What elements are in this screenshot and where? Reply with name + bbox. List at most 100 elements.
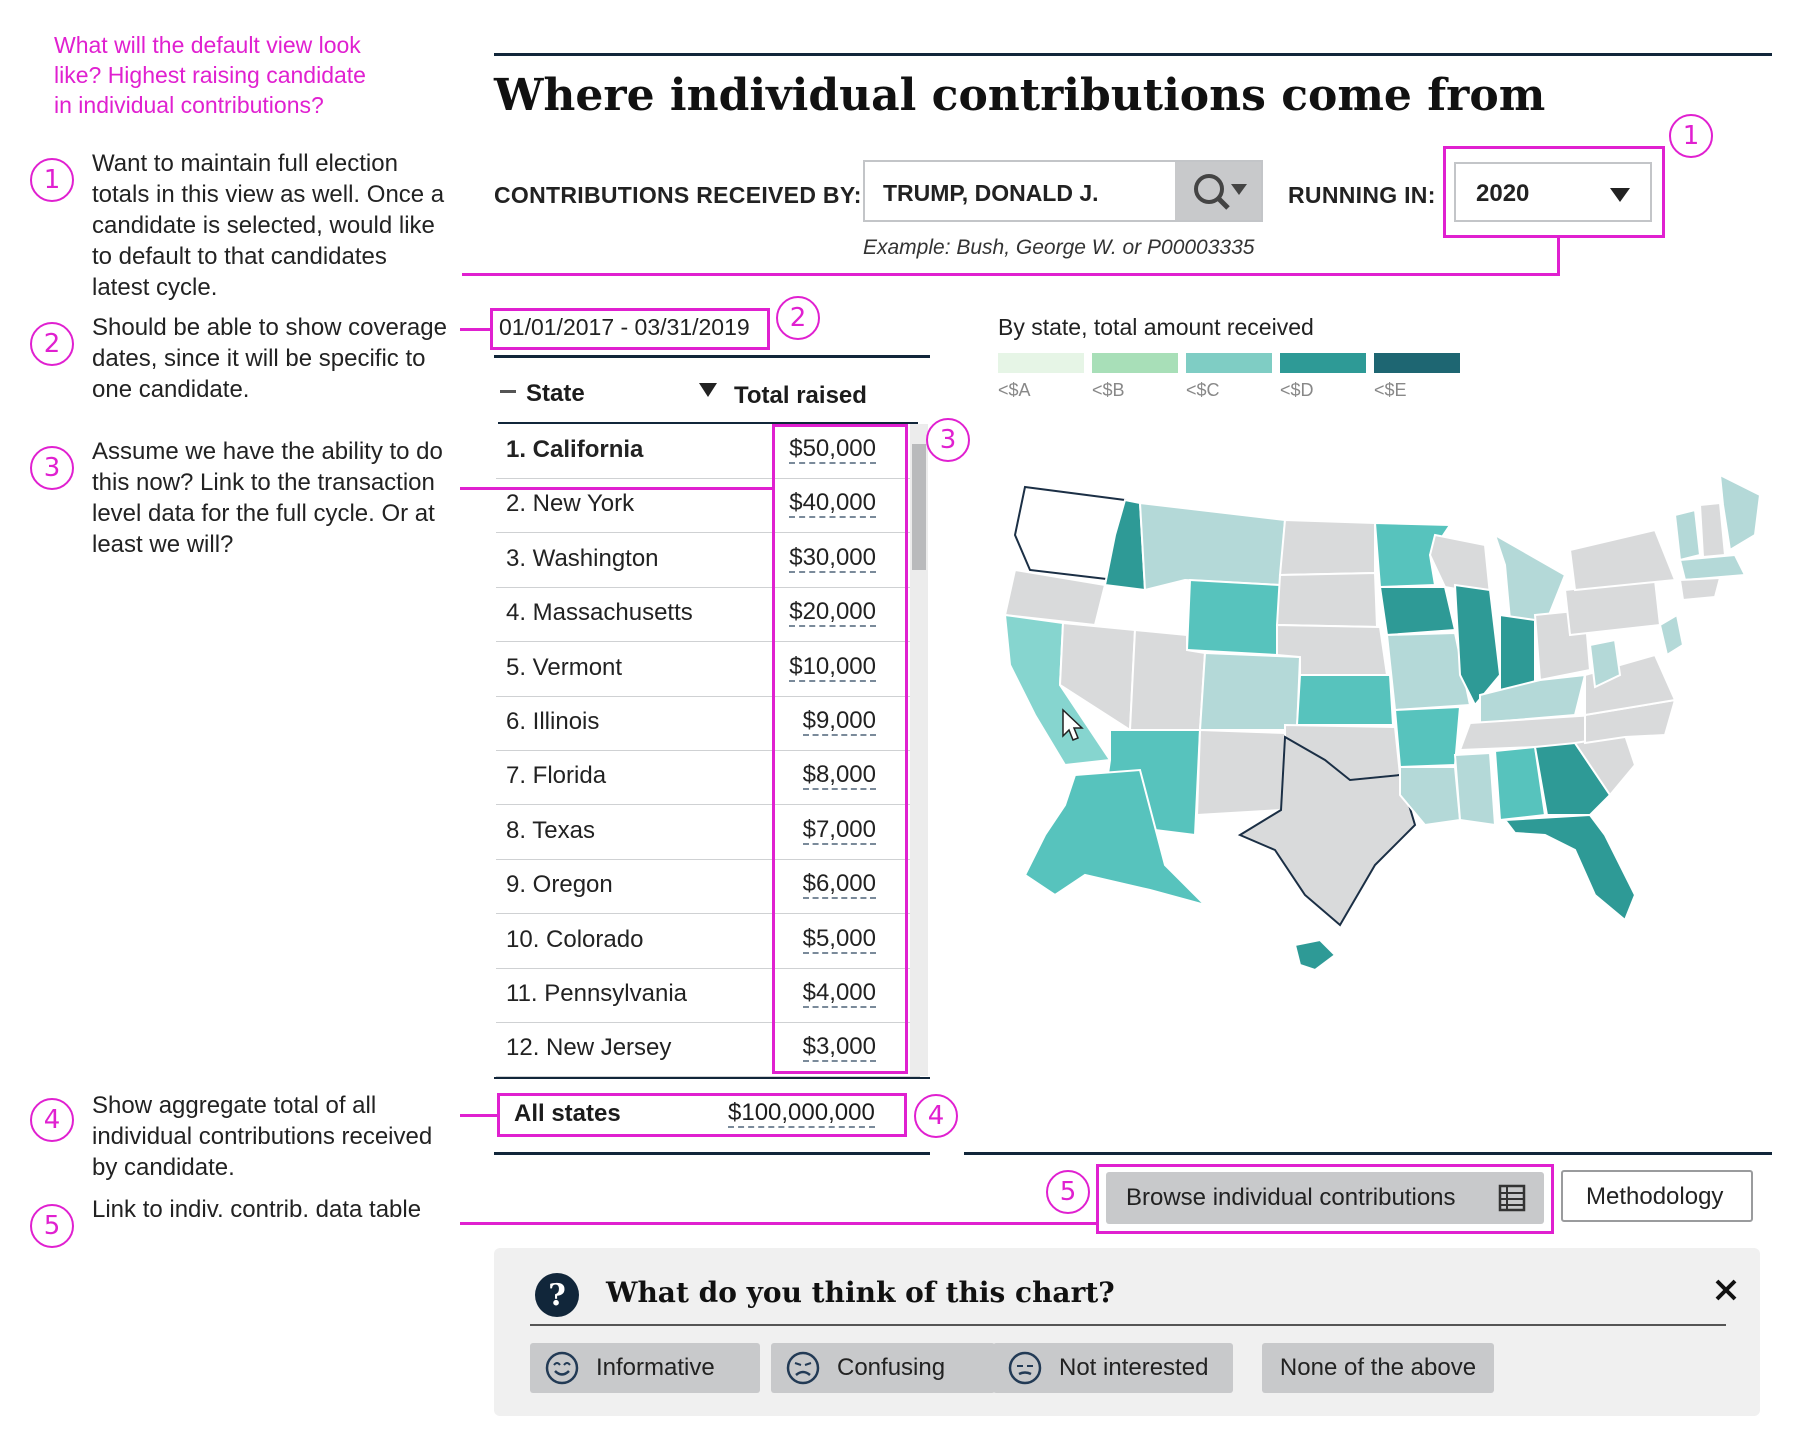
candidate-search-value: TRUMP, DONALD J.: [883, 180, 1099, 206]
state-texas: [1237, 735, 1417, 927]
candidate-search-input[interactable]: TRUMP, DONALD J.: [863, 160, 1263, 222]
state-name: 2. New York: [506, 490, 635, 518]
state-name: 4. Massachusetts: [506, 599, 693, 627]
state-name: 9. Oregon: [506, 871, 613, 899]
state-maine: [1718, 475, 1762, 552]
annotation-connector: [460, 328, 491, 331]
legend-label: <$B: [1092, 380, 1125, 400]
note-line: individual contributions received: [92, 1123, 433, 1150]
methodology-label: Methodology: [1586, 1183, 1724, 1210]
caret-down-icon: [1610, 188, 1630, 202]
state-new-jersey: [1658, 613, 1685, 657]
table-scrollbar[interactable]: [910, 424, 928, 1076]
map-legend-title: By state, total amount received: [998, 314, 1314, 340]
state-total-link[interactable]: $9,000: [802, 707, 876, 736]
state-total-link[interactable]: $5,000: [802, 924, 876, 954]
state-missouri: [1385, 631, 1472, 712]
state-total-link[interactable]: $20,000: [789, 598, 876, 628]
state-hawaii: [1293, 938, 1337, 972]
state-idaho: [1103, 498, 1147, 592]
state-name: 8. Texas: [506, 816, 595, 844]
legend-label: <$A: [998, 380, 1031, 400]
state-new-hampshire: [1698, 501, 1727, 559]
state-south-dakota: [1275, 571, 1379, 629]
methodology-button[interactable]: Methodology: [1561, 1170, 1753, 1222]
annotation-marker-2-date: 2: [776, 296, 820, 340]
total-column-header[interactable]: Total raised: [734, 382, 867, 409]
sort-desc-icon[interactable]: [698, 382, 718, 398]
feedback-option-label: Informative: [596, 1354, 715, 1381]
feedback-not-interested-button[interactable]: Not interested: [993, 1343, 1233, 1393]
annotation-marker-3-table: 3: [926, 418, 970, 462]
year-select[interactable]: 2020: [1454, 162, 1652, 222]
table-top-rule: [494, 355, 930, 358]
state-total-link[interactable]: $10,000: [789, 652, 876, 682]
table-icon: [1498, 1184, 1526, 1212]
state-total-link[interactable]: $40,000: [789, 489, 876, 519]
default-view-question: What will the default view look like? Hi…: [54, 30, 366, 120]
table-row: 4. Massachusetts $20,000: [496, 587, 920, 643]
table-row: 1. California $50,000: [496, 424, 920, 479]
legend-label: <$D: [1280, 380, 1314, 400]
svg-text:?: ?: [548, 1278, 566, 1313]
state-washington: [1013, 485, 1127, 582]
annotation-marker-5: 5: [30, 1204, 74, 1248]
state-new-mexico: [1195, 728, 1287, 817]
table-row: 5. Vermont $10,000: [496, 642, 920, 697]
neutral-face-icon: [1008, 1351, 1042, 1385]
all-states-total[interactable]: $100,000,000: [728, 1099, 875, 1128]
state-total-link[interactable]: $3,000: [802, 1033, 876, 1063]
annotation-connector: [462, 273, 1560, 276]
state-montana: [1138, 501, 1287, 592]
close-icon[interactable]: [1714, 1278, 1738, 1302]
browse-contributions-label: Browse individual contributions: [1126, 1184, 1456, 1211]
state-name: 11. Pennsylvania: [506, 980, 688, 1007]
year-select-value: 2020: [1476, 180, 1530, 207]
collapse-icon[interactable]: [500, 390, 516, 393]
note-line: Want to maintain full election: [92, 150, 398, 177]
state-column-header[interactable]: State: [526, 380, 585, 407]
state-florida: [1503, 813, 1637, 922]
state-oregon: [1003, 568, 1107, 627]
search-button[interactable]: [1175, 162, 1261, 220]
note-line: Should be able to show coverage: [92, 314, 447, 341]
smile-icon: [545, 1351, 579, 1385]
note-line: Show aggregate total of all: [92, 1092, 377, 1119]
table-row: 2. New York $40,000: [496, 478, 920, 534]
annotation-marker-1-header: 1: [1669, 114, 1713, 158]
state-total-link[interactable]: $30,000: [789, 543, 876, 573]
us-state-map[interactable]: [955, 475, 1775, 1035]
browse-contributions-button[interactable]: Browse individual contributions: [1106, 1172, 1544, 1224]
note-line: Link to indiv. contrib. data table: [92, 1196, 422, 1223]
note-line: dates, since it will be specific to: [92, 345, 426, 372]
state-arkansas: [1393, 705, 1462, 769]
annotation-marker-2: 2: [30, 322, 74, 366]
feedback-informative-button[interactable]: Informative: [530, 1343, 760, 1393]
table-row: 8. Texas $7,000: [496, 805, 920, 860]
note-line: one candidate.: [92, 376, 250, 403]
state-total-link[interactable]: $4,000: [802, 979, 876, 1008]
annotation-connector: [460, 487, 774, 490]
coverage-date-range: 01/01/2017 - 03/31/2019: [499, 314, 750, 340]
state-name: 12. New Jersey: [506, 1034, 672, 1062]
table-footer-rule: [494, 1152, 930, 1155]
feedback-confusing-button[interactable]: Confusing: [771, 1343, 995, 1393]
scrollbar-thumb[interactable]: [912, 444, 926, 570]
state-total-link[interactable]: $7,000: [802, 815, 876, 845]
annotation-connector: [460, 1222, 1098, 1225]
state-michigan: [1493, 532, 1567, 627]
state-total-link[interactable]: $6,000: [802, 870, 876, 900]
state-total-link[interactable]: $50,000: [789, 435, 876, 464]
table-row: 3. Washington $30,000: [496, 533, 920, 588]
state-name: 6. Illinois: [506, 708, 600, 735]
state-colorado: [1198, 651, 1302, 731]
feedback-option-label: Not interested: [1059, 1354, 1209, 1381]
page-title: Where individual contributions come from: [494, 70, 1546, 121]
legend-swatch: [1092, 353, 1178, 373]
state-total-link[interactable]: $8,000: [802, 761, 876, 791]
legend-swatch: [998, 353, 1084, 373]
feedback-none-button[interactable]: None of the above: [1262, 1343, 1494, 1393]
search-icon: [1194, 174, 1247, 210]
annotation-highlight-5: [1096, 1164, 1554, 1234]
annotation-marker-4-total: 4: [914, 1094, 958, 1138]
